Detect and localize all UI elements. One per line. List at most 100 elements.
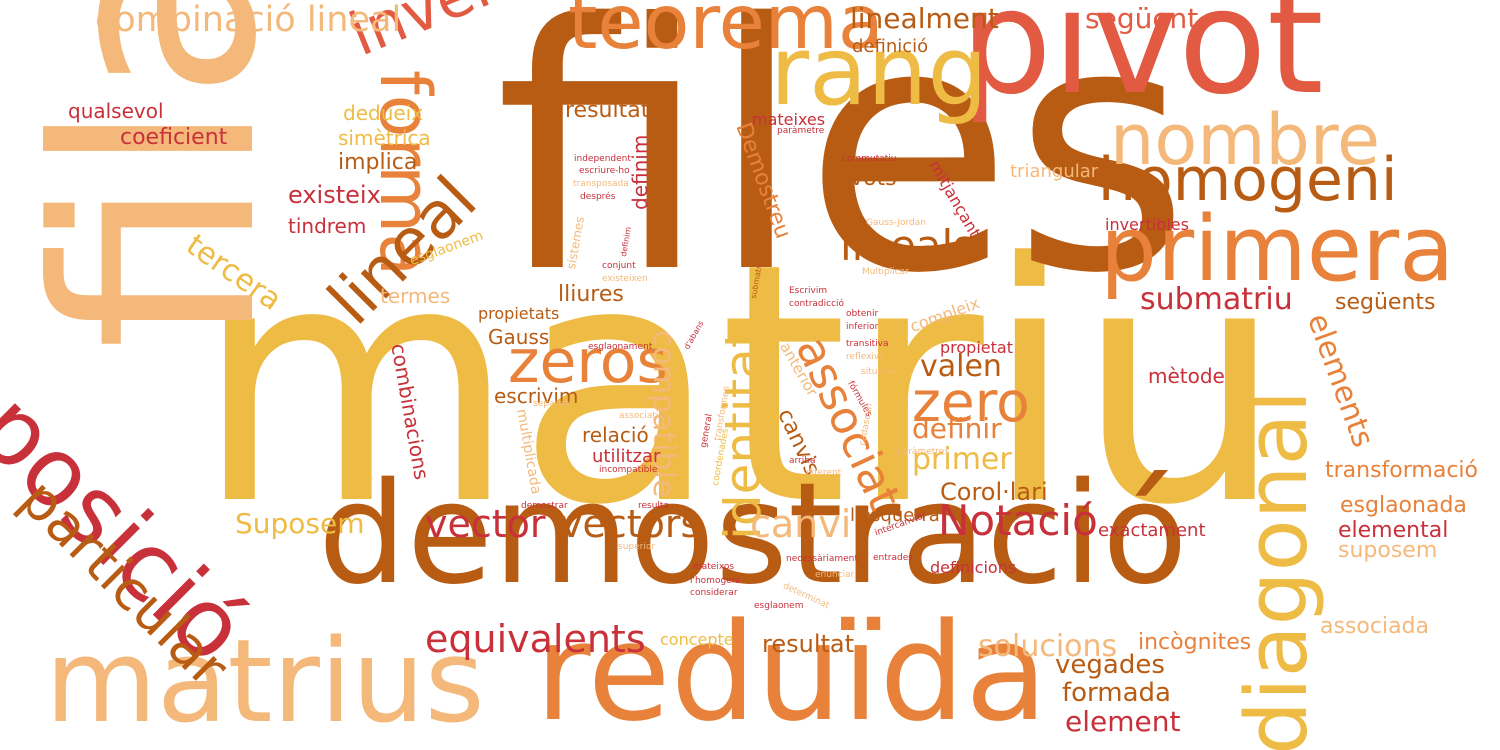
cloud-word: invertibles <box>1105 215 1189 234</box>
cloud-word: combinació lineal <box>95 0 402 40</box>
cloud-word: existeixen <box>602 274 648 284</box>
cloud-word: utilitzar <box>592 446 661 467</box>
cloud-word: primer <box>912 442 1012 477</box>
cloud-word: exactament <box>1098 520 1206 541</box>
cloud-word: demostració <box>318 453 1188 616</box>
cloud-word: triangular <box>1010 161 1099 182</box>
cloud-word: Escrivim <box>789 286 828 296</box>
cloud-word: propietats <box>478 304 560 323</box>
cloud-word: formada <box>1062 678 1171 708</box>
cloud-word: esglaonament <box>588 342 653 352</box>
cloud-word: vegades <box>1055 650 1165 680</box>
cloud-word: definim <box>628 134 652 210</box>
cloud-word: matrius <box>45 615 485 749</box>
cloud-word: qualsevol <box>68 99 164 123</box>
cloud-word: paràmetre <box>777 126 825 136</box>
cloud-word: Gauss <box>488 325 550 349</box>
cloud-word: incompatible <box>599 465 658 475</box>
cloud-word: concepte <box>660 630 734 649</box>
cloud-word: superior <box>618 542 656 552</box>
cloud-word: vector <box>425 502 546 546</box>
cloud-word: mateixes <box>752 110 826 129</box>
cloud-word: després <box>580 192 616 202</box>
cloud-word: element <box>1065 705 1181 738</box>
cloud-word: solucions <box>978 629 1118 664</box>
cloud-word: conjunt <box>602 261 636 271</box>
cloud-word: transposada <box>573 179 629 189</box>
cloud-word: Gauss-Jordan <box>866 218 926 228</box>
cloud-word: zero <box>912 370 1030 434</box>
cloud-word: situació <box>861 367 896 377</box>
cloud-word: submatriu <box>1140 282 1293 317</box>
cloud-word: canvi <box>750 502 852 546</box>
cloud-word: Corol·lari <box>940 478 1048 506</box>
cloud-word: escrivim <box>494 384 579 408</box>
cloud-word: dedueix <box>343 101 424 125</box>
cloud-word: resultat <box>762 630 855 658</box>
cloud-word: reduïda <box>535 594 1048 750</box>
cloud-word: diferent <box>806 468 842 478</box>
cloud-word: tindrem <box>288 214 367 238</box>
cloud-word: diagonal <box>1228 389 1327 750</box>
cloud-word: definicions <box>930 558 1017 577</box>
cloud-word: demostrar <box>521 501 568 511</box>
cloud-word: entrades <box>873 553 913 563</box>
cloud-word: necessàriament <box>786 554 858 564</box>
cloud-word: incògnites <box>1138 630 1252 655</box>
cloud-word: obtenir <box>846 309 879 319</box>
cloud-word: coeficient <box>120 125 228 150</box>
cloud-word: implica <box>338 150 418 175</box>
cloud-word: commutatiu <box>842 154 897 164</box>
cloud-word: relació <box>582 423 649 447</box>
cloud-word: inferior <box>846 322 879 332</box>
cloud-word: resulta <box>638 501 669 511</box>
cloud-word: propietat <box>940 338 1013 357</box>
cloud-word: enunciar <box>815 570 855 580</box>
cloud-word: mateixos <box>693 562 735 572</box>
cloud-word: existeix <box>288 181 381 209</box>
cloud-word: associativa <box>619 411 670 421</box>
cloud-word: nombre <box>1110 99 1381 181</box>
cloud-word: definir <box>912 412 1002 445</box>
cloud-word: transformació <box>1325 458 1479 483</box>
cloud-word: arriba <box>789 456 816 466</box>
cloud-word: homogeni <box>1098 145 1398 215</box>
cloud-word: següents <box>1335 290 1436 315</box>
cloud-word: independent <box>574 154 631 164</box>
cloud-word: transitiva <box>846 339 889 349</box>
cloud-word: resultats <box>565 98 661 123</box>
cloud-word: primera <box>1100 197 1455 302</box>
cloud-word: Multiplicar <box>862 267 909 277</box>
cloud-word: definició <box>852 36 929 57</box>
cloud-word: l'esquerra <box>850 505 940 526</box>
cloud-word: rang <box>770 17 988 127</box>
cloud-word: equivalents <box>425 617 646 661</box>
cloud-word: teorema <box>568 0 884 66</box>
cloud-word: separem <box>533 399 573 409</box>
cloud-word: files <box>495 0 1190 348</box>
cloud-word: Suposem <box>235 507 365 540</box>
cloud-word: esglaonem <box>754 601 804 611</box>
cloud-word: zeros <box>508 327 668 397</box>
cloud-word: paràmetres <box>897 447 950 457</box>
cloud-word: suposem <box>1338 538 1438 563</box>
cloud-word: esglaonada <box>1340 493 1467 518</box>
cloud-word: lineals <box>840 221 976 270</box>
cloud-word: reflexiva <box>846 352 885 362</box>
cloud-word: mètode <box>1148 364 1225 388</box>
cloud-word: escriure-ho <box>579 166 630 176</box>
cloud-word: linealment <box>850 2 999 35</box>
cloud-word: vectors <box>560 502 701 546</box>
cloud-word: pivots <box>830 166 897 191</box>
cloud-word: contradicció <box>789 299 845 309</box>
cloud-word: pivot <box>960 0 1324 127</box>
cloud-word: simètrica <box>338 126 431 150</box>
cloud-word: l'homogeni <box>690 576 740 586</box>
cloud-word: valen <box>920 349 1002 384</box>
cloud-word: Notació <box>938 496 1098 545</box>
cloud-word: associada <box>1320 614 1430 639</box>
cloud-word: termes <box>380 284 451 308</box>
cloud-word: lliures <box>558 282 624 307</box>
cloud-word: següent <box>1085 2 1199 35</box>
